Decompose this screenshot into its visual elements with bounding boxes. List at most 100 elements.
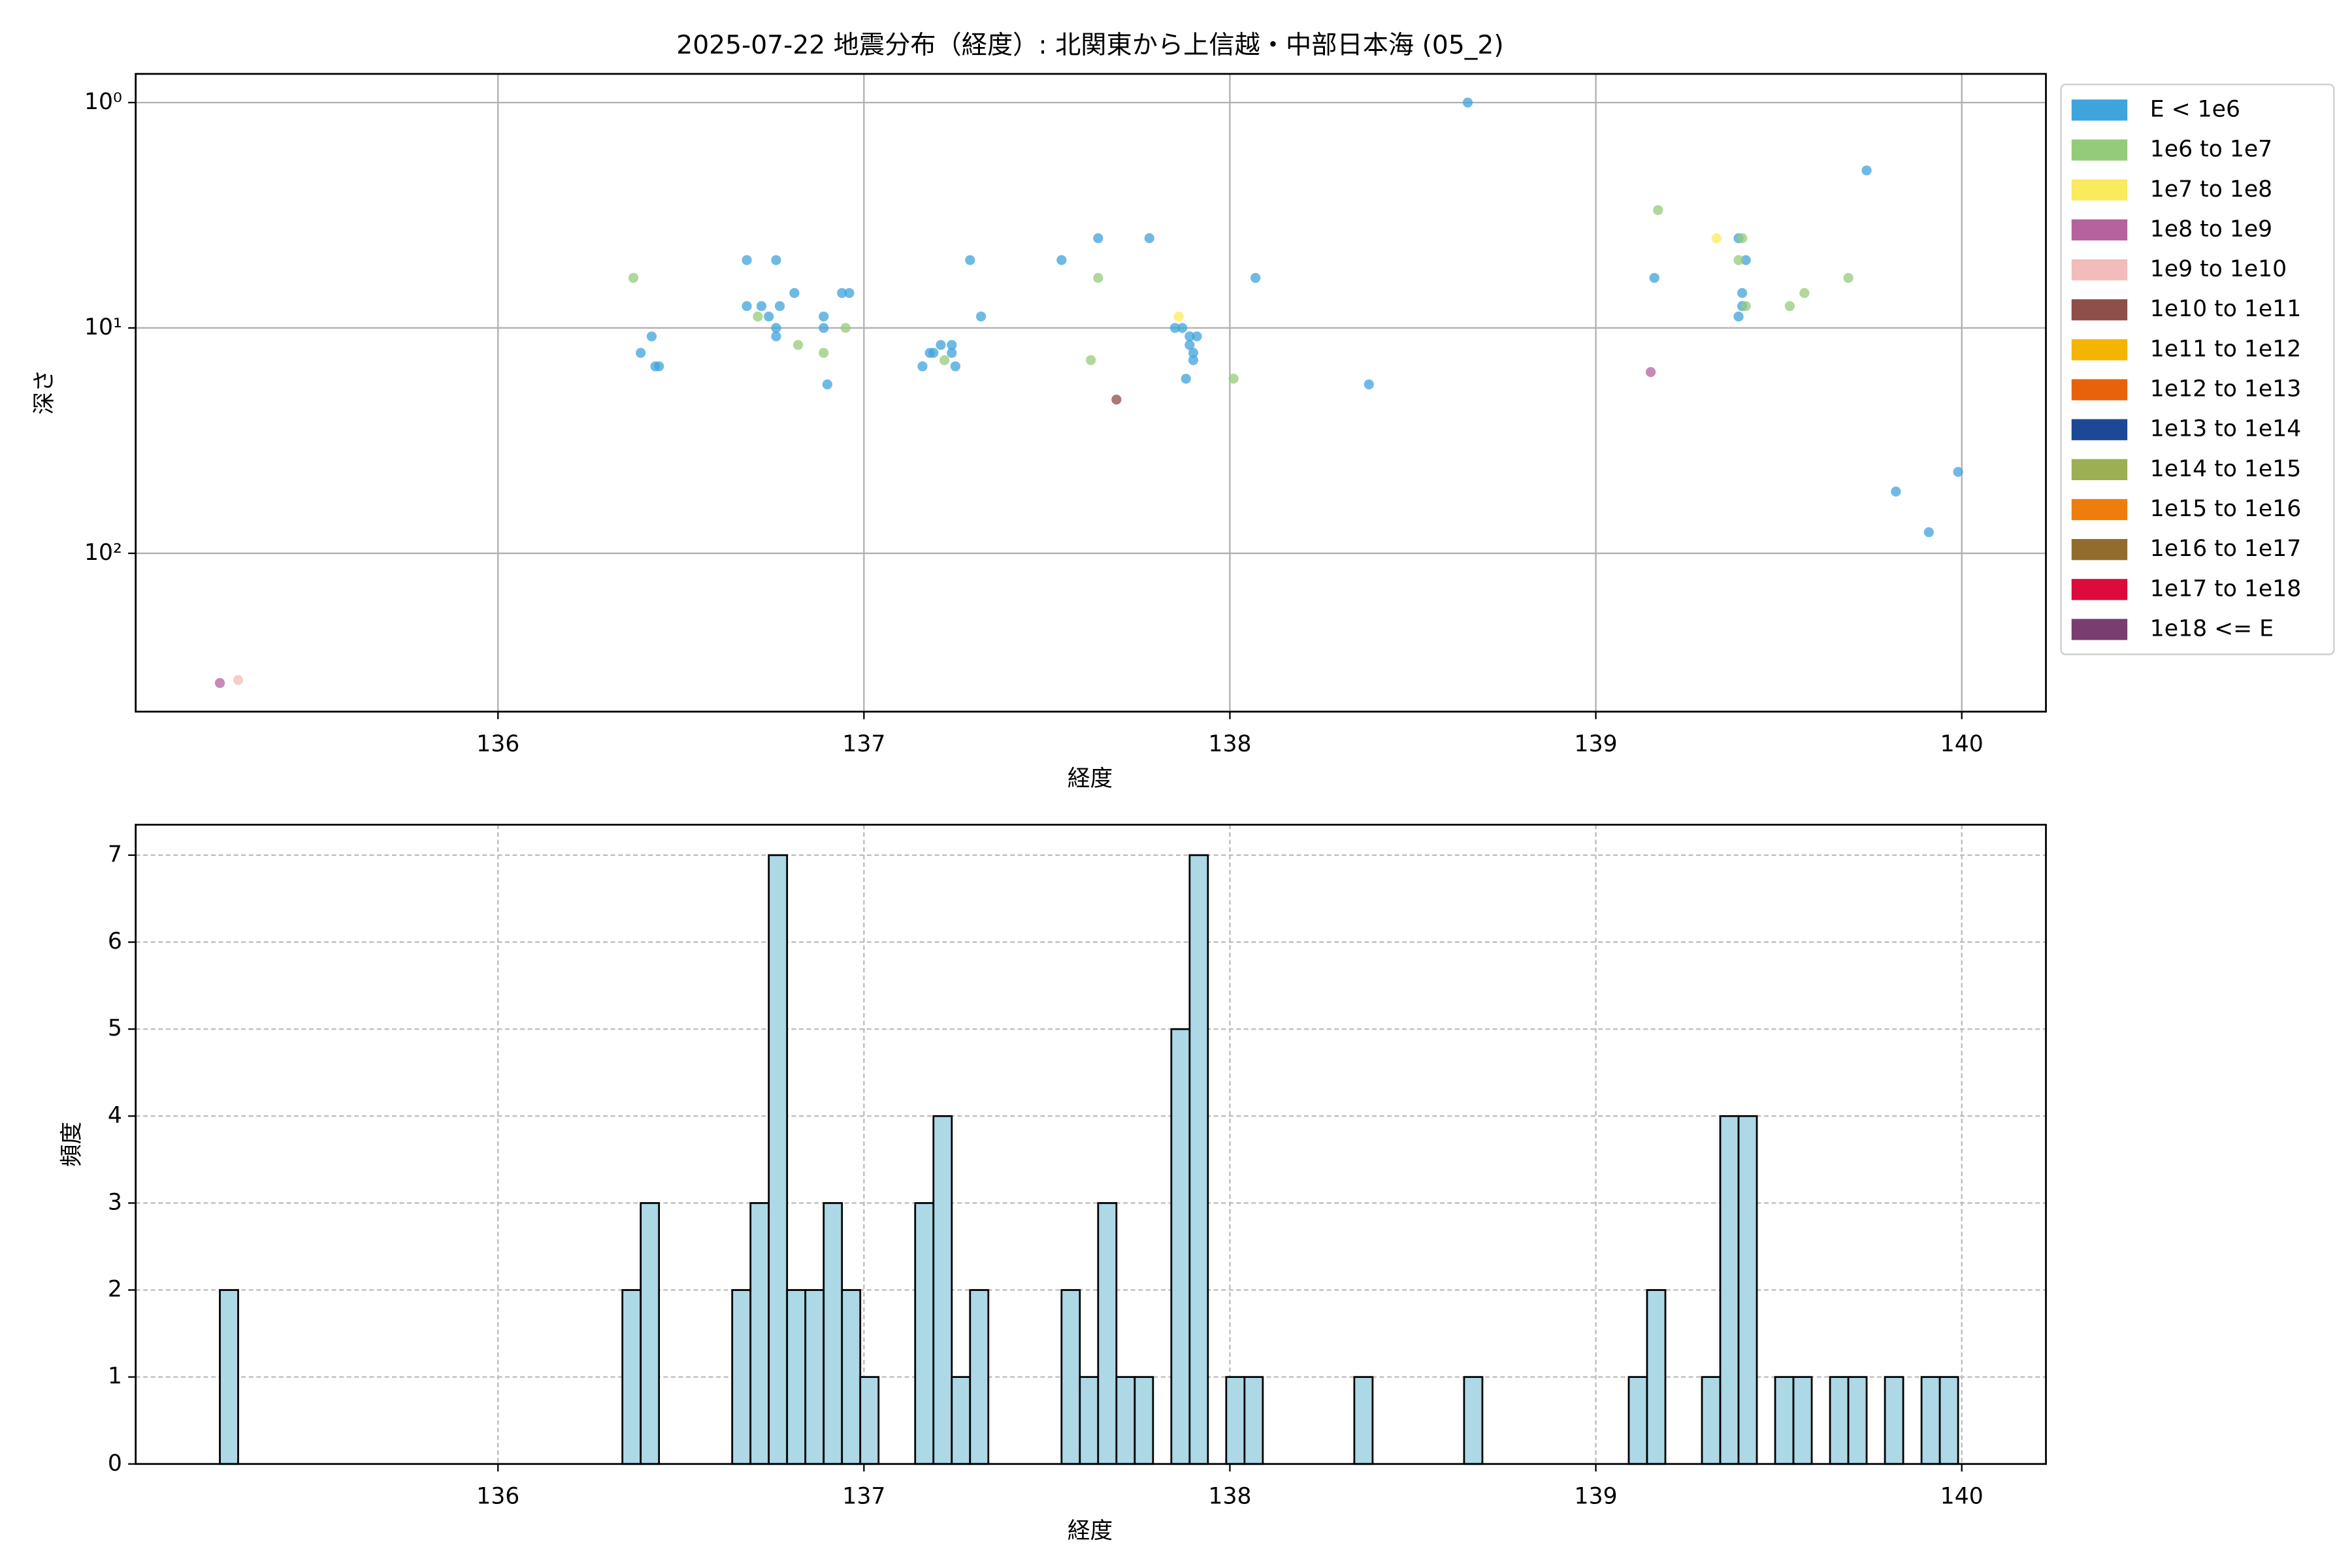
histogram-bar [1701, 1376, 1722, 1465]
data-point [1188, 348, 1199, 358]
data-point [1923, 527, 1934, 538]
y-tick-label: 3 [108, 1189, 122, 1215]
histogram-bar [768, 854, 789, 1465]
plot-frame [135, 73, 2047, 713]
data-point [939, 355, 950, 365]
data-point [1733, 255, 1744, 265]
data-point [1737, 287, 1748, 299]
data-point [1144, 233, 1154, 244]
data-point [214, 678, 225, 688]
y-tick-label: 7 [108, 841, 122, 868]
data-point [233, 675, 244, 685]
legend-label: 1e7 to 1e8 [2150, 176, 2272, 203]
legend-swatch [2071, 219, 2128, 241]
data-point [1250, 272, 1261, 284]
histogram-bar [1627, 1376, 1648, 1465]
legend-swatch [2071, 299, 2128, 321]
data-point [947, 340, 957, 350]
histogram-bar [859, 1376, 880, 1465]
y-tick-label: 6 [108, 928, 122, 955]
histogram-bar [1170, 1028, 1191, 1465]
histogram-bar [1115, 1376, 1136, 1465]
legend-label: 1e9 to 1e10 [2150, 256, 2287, 282]
legend-swatch [2071, 179, 2128, 201]
data-point [819, 311, 829, 322]
data-point [771, 331, 781, 342]
y-tick-label: 0 [108, 1450, 122, 1477]
histogram-bar [969, 1289, 990, 1465]
histogram-bar [1463, 1376, 1484, 1465]
legend-swatch [2071, 259, 2128, 281]
legend-label: 1e6 to 1e7 [2150, 137, 2272, 163]
data-point [1462, 97, 1473, 108]
data-point [1645, 367, 1656, 378]
data-point [792, 340, 804, 350]
data-point [1086, 355, 1096, 365]
data-point [822, 379, 832, 389]
data-point [936, 340, 946, 350]
legend-label: 1e13 to 1e14 [2150, 416, 2301, 442]
data-point [1188, 355, 1199, 365]
data-point [1173, 311, 1184, 322]
data-point [1953, 466, 1963, 477]
data-point [1192, 331, 1202, 342]
chart-title: 2025-07-22 地震分布（経度）: 北関東から上信越・中部日本海 (05_… [676, 31, 1503, 60]
histogram-bar [951, 1376, 972, 1465]
x-tick-label: 140 [1940, 731, 1984, 757]
legend-swatch [2071, 419, 2128, 440]
data-point [950, 361, 960, 372]
data-point [1799, 287, 1810, 299]
x-tick-label: 138 [1208, 731, 1251, 757]
histogram-bar [932, 1115, 953, 1465]
histogram-bar [1225, 1376, 1246, 1465]
data-point [844, 287, 855, 299]
data-point [756, 301, 767, 312]
histogram-bar [1884, 1376, 1904, 1465]
legend-label: 1e17 to 1e18 [2150, 576, 2301, 602]
histogram-bar [1719, 1115, 1740, 1465]
x-tick-label: 136 [476, 731, 519, 757]
data-point [947, 348, 957, 358]
legend-swatch [2071, 379, 2128, 400]
histogram-bar [1829, 1376, 1850, 1465]
histogram-bar [823, 1202, 843, 1465]
data-point [1177, 323, 1188, 333]
histogram-bar [749, 1202, 770, 1465]
data-point [1093, 233, 1103, 244]
data-point [1364, 379, 1374, 389]
data-point [1740, 255, 1751, 265]
histogram-bar [219, 1289, 239, 1465]
histogram-bar [1188, 854, 1209, 1465]
legend-label: 1e12 to 1e13 [2150, 376, 2301, 402]
data-point [1093, 272, 1103, 284]
histogram-bar [1134, 1376, 1154, 1465]
histogram-bar [1079, 1376, 1100, 1465]
histogram-bar [1243, 1376, 1264, 1465]
legend-label: 1e8 to 1e9 [2150, 216, 2272, 242]
y-tick-label: 10⁰ [84, 89, 122, 115]
histogram-bar [1792, 1376, 1813, 1465]
y-axis-label: 頻度 [59, 1122, 85, 1167]
data-point [1228, 374, 1239, 384]
x-tick-label: 140 [1940, 1484, 1984, 1510]
data-point [1111, 395, 1122, 405]
y-tick-label: 4 [108, 1102, 122, 1128]
histogram-bar [804, 1289, 825, 1465]
y-tick-label: 2 [108, 1277, 122, 1303]
histogram-bar [1938, 1376, 1959, 1465]
legend-swatch [2071, 498, 2128, 521]
histogram-bar [1097, 1202, 1118, 1465]
data-point [1184, 331, 1195, 342]
data-point [1843, 272, 1854, 284]
legend-swatch [2071, 339, 2128, 361]
data-point [1184, 340, 1195, 350]
data-point [837, 287, 847, 299]
data-point [1737, 233, 1748, 244]
legend-label: 1e10 to 1e11 [2150, 296, 2301, 322]
plot-frame [135, 823, 2047, 1465]
legend-swatch [2071, 139, 2128, 161]
y-tick-label: 10² [84, 540, 122, 566]
data-point [654, 361, 664, 372]
histogram-bar [731, 1289, 752, 1465]
histogram-bar [1737, 1115, 1758, 1465]
